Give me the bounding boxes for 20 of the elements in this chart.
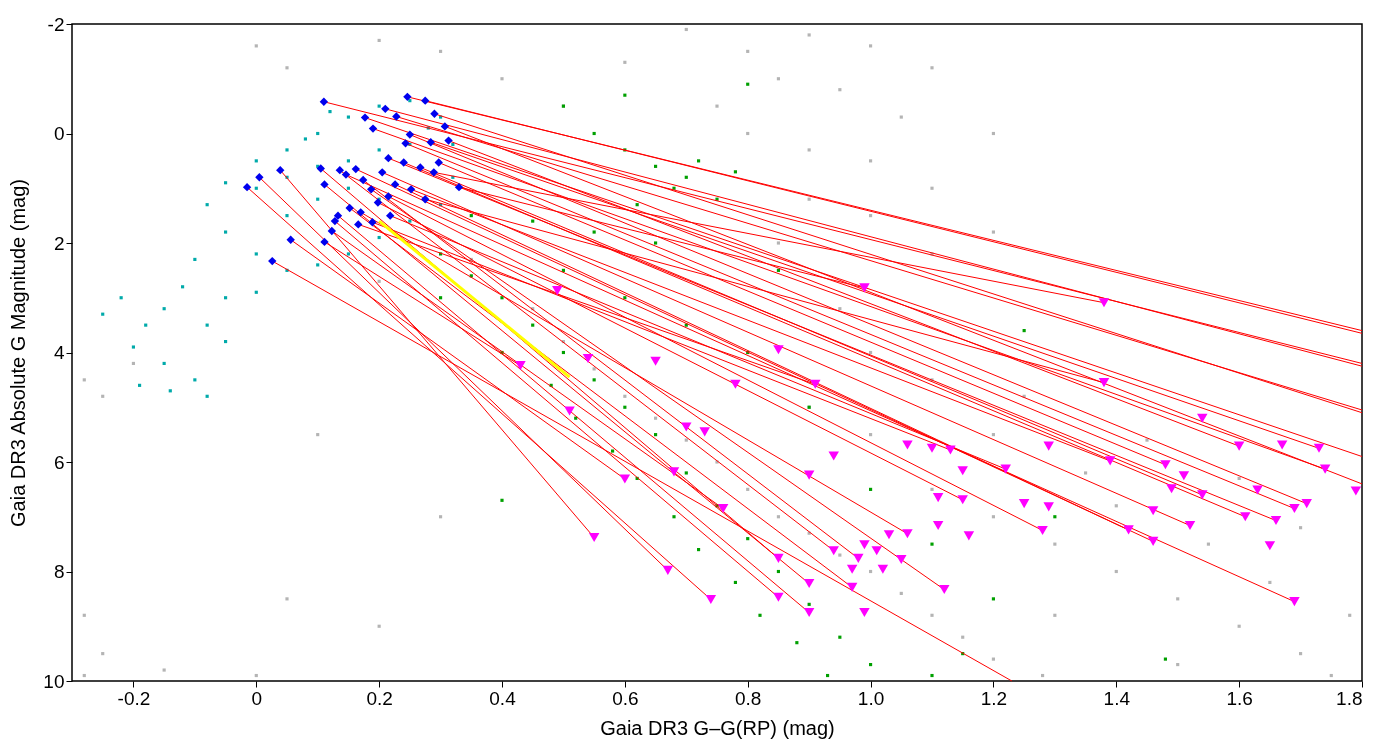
x-tick-label: 1.0 [857, 687, 885, 709]
y-tick-label: -2 [47, 13, 65, 35]
x-tick-label: 1.6 [1226, 687, 1253, 709]
y-tick-label: 2 [53, 232, 65, 254]
x-tick-label: -0.2 [117, 687, 151, 709]
x-tick-label: 1.8 [1336, 687, 1363, 709]
x-tick-label: 1.4 [1103, 687, 1131, 709]
y-tick-label: 8 [53, 561, 65, 582]
y-tick-label: 4 [53, 342, 65, 363]
x-tick-label: 0.4 [489, 687, 517, 709]
x-tick-label: 0 [251, 687, 263, 709]
x-axis-title: Gaia DR3 G–G(RP) (mag) [600, 716, 835, 739]
x-tick-label: 0.8 [735, 687, 762, 709]
y-axis-title: Gaia DR3 Absolute G Magnitude (mag) [7, 179, 30, 527]
x-tick-label: 0.6 [612, 687, 639, 709]
y-tick-label: 6 [53, 451, 65, 473]
y-tick-label: 0 [53, 123, 65, 144]
x-tick-label: 1.2 [980, 687, 1008, 709]
x-tick-label: 0.2 [366, 687, 393, 709]
y-tick-label: 10 [43, 670, 65, 692]
